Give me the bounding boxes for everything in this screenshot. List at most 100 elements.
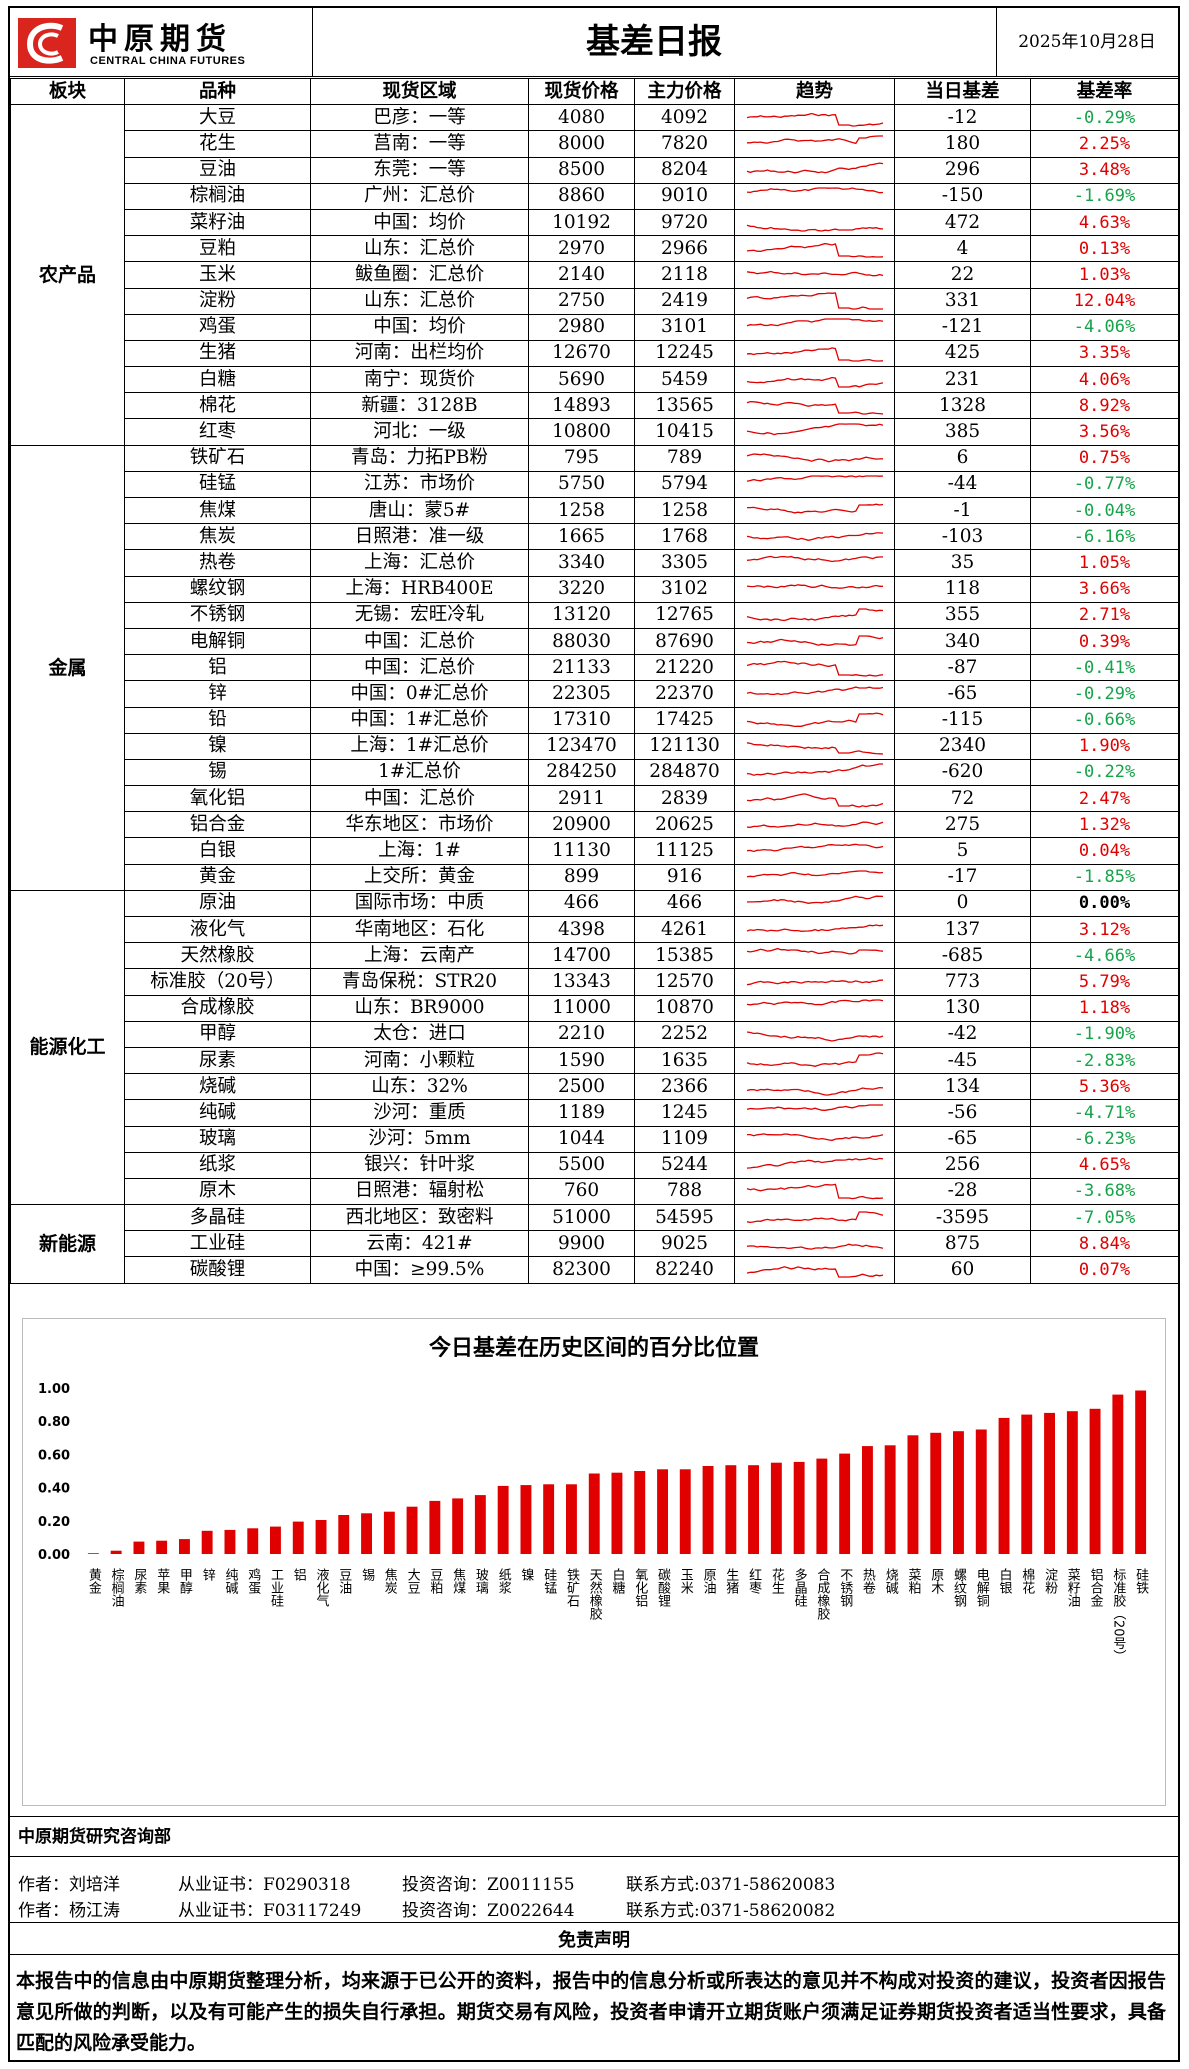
trend-sparkline (746, 1211, 883, 1223)
spot-price-cell: 20900 (528, 811, 635, 839)
x-tick-label: 豆油 (336, 1568, 352, 1594)
spot-price-cell: 14700 (528, 942, 635, 970)
bar-焦炭 (383, 1511, 395, 1554)
basis-rate-cell: 8.92% (1030, 392, 1179, 420)
trend-cell (734, 1230, 895, 1258)
bar-碳酸锂 (657, 1469, 668, 1554)
trend-sparkline (746, 584, 883, 590)
logo-english-text: CENTRAL CHINA FUTURES (90, 55, 246, 67)
trend-line (746, 843, 883, 853)
spot-price-cell: 9900 (528, 1230, 635, 1258)
basis-rate-cell: -4.66% (1030, 942, 1179, 970)
spot-region-cell: 无锡：宏旺冷轧 (310, 601, 529, 629)
trend-cell (734, 1256, 895, 1284)
table-row: 能源化工 原油 国际市场：中质 466 466 0 0.00% (10, 889, 1179, 1206)
spot-price-cell: 14893 (528, 392, 635, 420)
basis-cell: 472 (894, 208, 1031, 237)
variety-cell: 玉米 (124, 261, 311, 289)
trend-sparkline (746, 660, 883, 677)
basis-rate-cell: 2.25% (1030, 130, 1179, 158)
table-row: 螺纹钢 上海：HRB400E 3220 3102 118 3.66% (11, 575, 1179, 603)
trend-line (746, 292, 883, 310)
col-header-trend: 趋势 (734, 77, 895, 106)
basis-rate-cell: -0.29% (1030, 104, 1179, 132)
trend-cell (734, 706, 895, 734)
variety-cell: 棉花 (124, 392, 311, 420)
bar-棉花 (1021, 1414, 1033, 1554)
basis-rate-cell: 1.03% (1030, 261, 1179, 289)
trend-line (746, 742, 883, 755)
trend-sparkline (746, 112, 883, 127)
basis-rate-cell: 5.36% (1030, 1073, 1179, 1101)
x-tick-label: 甲醇 (177, 1568, 193, 1594)
bar-纯碱 (224, 1529, 236, 1554)
spot-region-cell: 银兴：针叶浆 (310, 1151, 529, 1179)
trend-sparkline (746, 1266, 883, 1278)
spot-price-cell: 4080 (528, 104, 635, 132)
variety-cell: 烧碱 (124, 1073, 311, 1101)
y-tick-label: 0.20 (38, 1515, 70, 1530)
variety-cell: 原木 (124, 1177, 311, 1206)
main-price-cell: 20625 (634, 811, 735, 839)
bar-红枣 (748, 1465, 759, 1554)
spot-region-cell: 太仓：进口 (310, 1020, 529, 1048)
basis-rate-cell: -1.90% (1030, 1020, 1179, 1048)
basis-cell: -44 (894, 470, 1031, 499)
main-price-cell: 789 (634, 444, 735, 472)
spot-region-cell: 上海：云南产 (310, 942, 529, 970)
trend-cell (734, 549, 895, 577)
basis-rate-cell: 0.04% (1030, 837, 1179, 865)
spot-region-cell: 山东：汇总价 (310, 287, 529, 315)
main-price-cell: 12570 (634, 968, 735, 996)
variety-cell: 红枣 (124, 418, 311, 446)
x-tick-label: 铝合金 (1088, 1568, 1104, 1607)
variety-cell: 多晶硅 (124, 1204, 311, 1232)
y-tick-label: 0.60 (38, 1448, 70, 1463)
trend-cell (734, 287, 895, 315)
spot-region-cell: 上海：HRB400E (310, 575, 529, 603)
trend-sparkline (746, 947, 883, 955)
spot-region-cell: 1#汇总价 (310, 758, 529, 787)
trend-line (746, 270, 883, 277)
spot-price-cell: 123470 (528, 732, 635, 760)
x-tick-label: 豆粕 (427, 1568, 443, 1594)
trend-sparkline (746, 555, 883, 563)
basis-cell: -685 (894, 942, 1031, 970)
variety-cell: 纯碱 (124, 1099, 311, 1127)
basis-rate-cell: -6.23% (1030, 1125, 1179, 1153)
trend-sparkline (746, 347, 883, 363)
spot-price-cell: 10192 (528, 208, 635, 237)
basis-rate-cell: -1.69% (1030, 182, 1179, 210)
spot-region-cell: 中国：汇总价 (310, 785, 529, 813)
variety-cell: 焦煤 (124, 496, 311, 525)
spot-region-cell: 青岛：力拓PB粉 (310, 444, 529, 472)
trend-cell (734, 444, 895, 472)
bar-菜籽油 (1066, 1411, 1078, 1554)
logo-mark-icon (18, 18, 76, 68)
trend-sparkline (746, 634, 883, 646)
trend-sparkline (746, 224, 883, 232)
spot-price-cell: 8000 (528, 130, 635, 158)
trend-line (746, 135, 883, 145)
bar-豆油 (338, 1515, 350, 1554)
x-tick-label: 螺纹钢 (951, 1568, 967, 1608)
basis-cell: 118 (894, 575, 1031, 603)
spot-region-cell: 河北：一级 (310, 418, 529, 446)
variety-cell: 铅 (124, 706, 311, 734)
trend-sparkline (746, 475, 883, 483)
trend-line (746, 923, 883, 932)
main-price-cell: 82240 (634, 1256, 735, 1284)
col-header-rate: 基差率 (1030, 77, 1179, 106)
trend-line (746, 162, 883, 174)
trend-cell (734, 785, 895, 813)
variety-cell: 生猪 (124, 339, 311, 368)
trend-line (746, 712, 883, 728)
main-price-cell: 2366 (634, 1073, 735, 1101)
basis-cell: 340 (894, 627, 1031, 656)
x-tick-label: 硅锰 (541, 1568, 557, 1594)
table-row: 玉米 鲅鱼圈：汇总价 2140 2118 22 1.03% (11, 261, 1179, 289)
basis-cell: 180 (894, 130, 1031, 158)
main-price-cell: 10870 (634, 994, 735, 1022)
trend-line (746, 1104, 883, 1111)
basis-cell: -45 (894, 1046, 1031, 1075)
